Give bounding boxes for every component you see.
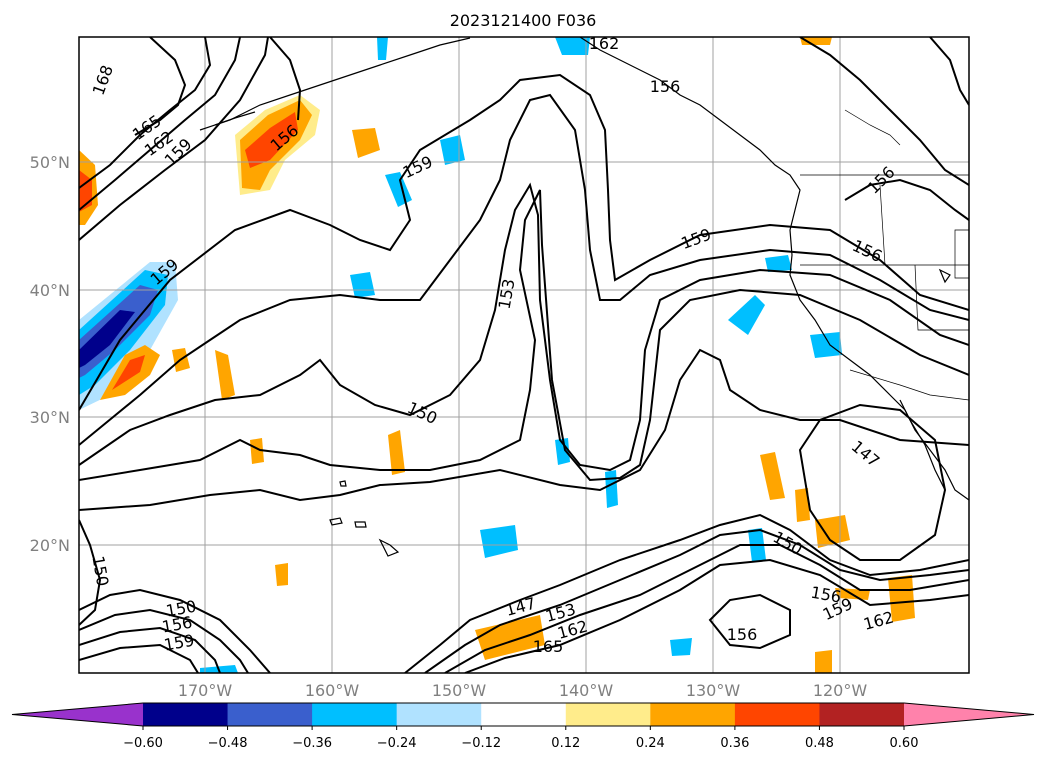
lon-label-140w: 140°W <box>559 681 614 700</box>
colorbar-extend-low <box>12 703 143 726</box>
colorbar-tick-label: −0.36 <box>292 736 332 751</box>
graticule <box>79 37 969 673</box>
positive-anomaly-region <box>215 350 235 400</box>
colorbar-extend-high <box>904 703 1034 726</box>
positive-anomaly-region <box>760 452 785 500</box>
colorbar-segment <box>650 703 736 726</box>
colorbar-tick-label: 0.12 <box>551 736 580 751</box>
contour-label: 156 <box>727 625 758 644</box>
negative-anomaly-region <box>810 332 842 358</box>
lon-label-150w: 150°W <box>432 681 487 700</box>
colorbar-tick-label: −0.48 <box>208 736 248 751</box>
positive-anomaly-region <box>475 615 545 660</box>
negative-anomaly-region <box>377 37 388 60</box>
lon-label-160w: 160°W <box>305 681 360 700</box>
shaded-anomaly-regions <box>79 37 915 673</box>
latitude-labels: 50°N 40°N 30°N 20°N <box>30 153 70 555</box>
colorbar-tick-label: 0.36 <box>720 736 749 751</box>
negative-anomaly-region <box>79 310 135 368</box>
positive-anomaly-region <box>112 355 145 390</box>
positive-anomaly-region <box>795 488 810 522</box>
colorbar-segment <box>819 703 905 726</box>
negative-anomaly-region <box>350 272 375 298</box>
negative-anomaly-region <box>555 37 590 55</box>
colorbar-tick-label: 0.60 <box>890 736 919 751</box>
positive-anomaly-region <box>815 515 850 548</box>
colorbar-segment <box>565 703 651 726</box>
colorbar-segment <box>481 703 567 726</box>
colorbar-segment <box>734 703 820 726</box>
negative-anomaly-region <box>605 470 618 508</box>
map-title: 2023121400 F036 <box>450 11 597 30</box>
lat-label-40n: 40°N <box>30 281 70 300</box>
colorbar: −0.60 −0.48 −0.36 −0.24 −0.12 0.12 0.24 0.36 0.4… <box>11 702 1035 751</box>
positive-anomaly-region <box>888 575 915 622</box>
positive-anomaly-region <box>388 430 405 475</box>
contour-label: 165 <box>533 637 564 656</box>
negative-anomaly-region <box>670 638 692 656</box>
lat-label-20n: 20°N <box>30 536 70 555</box>
positive-anomaly-region <box>815 650 832 673</box>
colorbar-tick-label: 0.24 <box>636 736 665 751</box>
negative-anomaly-region <box>765 255 792 272</box>
positive-anomaly-region <box>275 563 288 586</box>
colorbar-segment <box>396 703 482 726</box>
negative-anomaly-region <box>728 295 765 335</box>
map-panel: 168 165 162 159 156 159 153 162 156 159 … <box>79 34 969 673</box>
political-borders <box>800 109 969 401</box>
lon-label-170w: 170°W <box>178 681 233 700</box>
contour-label: 156 <box>650 77 681 96</box>
positive-anomaly-region <box>800 37 832 45</box>
height-contours <box>79 37 969 673</box>
map-frame <box>78 36 970 674</box>
longitude-labels: 170°W 160°W 150°W 140°W 130°W 120°W <box>178 681 868 700</box>
lat-label-50n: 50°N <box>30 153 70 172</box>
colorbar-segment <box>312 703 398 726</box>
colorbar-tick-label: −0.24 <box>377 736 417 751</box>
lat-label-30n: 30°N <box>30 408 70 427</box>
colorbar-tick-label: 0.48 <box>805 736 834 751</box>
colorbar-segment <box>227 703 313 726</box>
negative-anomaly-region <box>480 525 518 558</box>
negative-anomaly-region <box>555 438 570 465</box>
contour-label: 162 <box>589 34 620 53</box>
colorbar-segment <box>143 703 229 726</box>
lon-label-130w: 130°W <box>686 681 741 700</box>
positive-anomaly-region <box>250 438 264 464</box>
positive-anomaly-region <box>245 112 298 168</box>
colorbar-tick-label: −0.12 <box>461 736 501 751</box>
lon-label-120w: 120°W <box>813 681 868 700</box>
colorbar-tick-label: −0.60 <box>123 736 163 751</box>
positive-anomaly-region <box>352 128 380 158</box>
